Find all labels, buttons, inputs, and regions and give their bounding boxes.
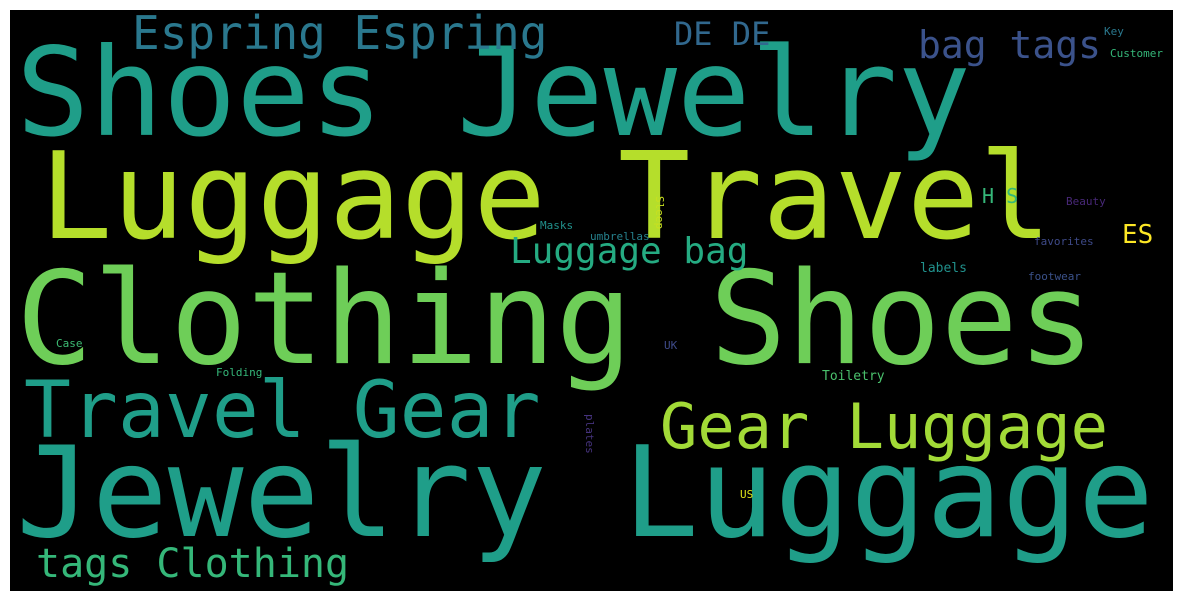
word-footwear: footwear bbox=[1028, 270, 1081, 283]
word-uk: UK bbox=[664, 339, 678, 352]
word-toiletry: Toiletry bbox=[822, 369, 885, 384]
word-beauty: Beauty bbox=[1066, 195, 1106, 208]
word-luggage-bag: Luggage bag bbox=[510, 231, 749, 272]
word-h-s: H S bbox=[982, 184, 1019, 208]
word-de-de: DE DE bbox=[674, 15, 771, 53]
word-es: ES bbox=[1122, 220, 1154, 250]
word-shoes-jewelry: Shoes Jewelry bbox=[16, 22, 971, 164]
word-plates: plates bbox=[583, 414, 596, 454]
word-umbrellas: umbrellas bbox=[590, 230, 650, 243]
word-favorites: favorites bbox=[1034, 235, 1094, 248]
word-sleep: Sleep bbox=[653, 196, 666, 230]
word-key: Key bbox=[1104, 25, 1124, 38]
word-tags-clothing: tags Clothing bbox=[36, 541, 350, 587]
word-customer: Customer bbox=[1110, 47, 1163, 60]
word-masks: Masks bbox=[540, 219, 574, 232]
word-us: US bbox=[740, 488, 754, 501]
word-travel-gear: Travel Gear bbox=[24, 366, 541, 456]
word-jewelry-luggage: Jewelry Luggage bbox=[16, 419, 1154, 566]
word-espring-espring: Espring Espring bbox=[132, 10, 548, 60]
word-gear-luggage: Gear Luggage bbox=[660, 390, 1108, 463]
word-cloud-canvas: Shoes Jewelry Luggage Travel Clothing Sh… bbox=[10, 10, 1173, 591]
word-clothing-shoes: Clothing Shoes bbox=[16, 245, 1095, 394]
word-labels: labels bbox=[920, 261, 967, 276]
word-case: Case bbox=[56, 337, 83, 350]
word-luggage-travel: Luggage Travel bbox=[40, 128, 1052, 267]
word-bag-tags: bag tags bbox=[918, 23, 1102, 67]
word-folding: Folding bbox=[216, 366, 263, 379]
